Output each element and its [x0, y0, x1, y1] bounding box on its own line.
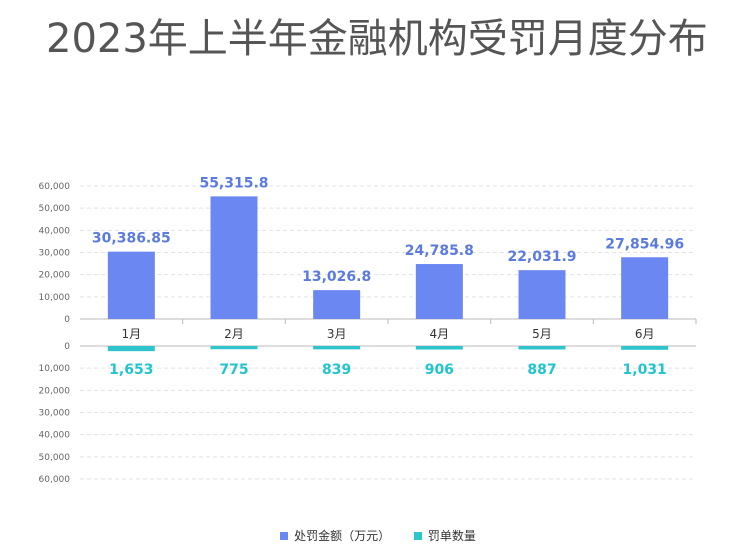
- y-tick-label-lower: 20,000: [39, 386, 71, 396]
- bar-count: [210, 346, 258, 350]
- data-label-count: 887: [527, 362, 556, 378]
- data-label-amount: 55,315.8: [199, 175, 268, 191]
- y-tick-label-upper: 60,000: [39, 182, 71, 192]
- data-label-amount: 22,031.9: [507, 249, 576, 265]
- y-tick-label-upper: 20,000: [39, 271, 71, 281]
- data-label-amount: 24,785.8: [405, 243, 474, 259]
- x-tick-label: 3月: [327, 327, 347, 341]
- data-label-count: 1,031: [623, 362, 667, 378]
- legend: 处罚金额（万元） 罚单数量: [0, 527, 756, 544]
- y-tick-label-upper: 50,000: [39, 204, 71, 214]
- legend-item-count[interactable]: 罚单数量: [413, 527, 476, 544]
- bar-count: [313, 346, 361, 350]
- y-tick-label-upper: 30,000: [39, 249, 71, 259]
- data-label-count: 1,653: [109, 362, 153, 378]
- y-tick-label-lower: 50,000: [39, 453, 71, 463]
- bar-amount: [107, 251, 155, 319]
- bar-count: [107, 346, 155, 352]
- data-label-count: 775: [219, 362, 248, 378]
- y-tick-label-lower: 30,000: [39, 409, 71, 419]
- y-tick-label-lower: 40,000: [39, 431, 71, 441]
- legend-label-amount: 处罚金额（万元）: [294, 529, 391, 543]
- data-label-count: 906: [425, 362, 454, 378]
- bar-amount: [415, 264, 463, 319]
- y-tick-label-upper: 10,000: [39, 293, 71, 303]
- y-tick-label-lower: 10,000: [39, 364, 71, 374]
- data-label-count: 839: [322, 362, 351, 378]
- x-tick-label: 4月: [430, 327, 450, 341]
- legend-swatch-count: [413, 531, 422, 540]
- data-label-amount: 13,026.8: [302, 269, 371, 285]
- bar-count: [621, 346, 669, 350]
- bar-count: [415, 346, 463, 350]
- y-tick-label-upper: 40,000: [39, 226, 71, 236]
- x-tick-label: 6月: [635, 327, 655, 341]
- y-tick-label-upper: 0: [64, 315, 70, 325]
- legend-label-count: 罚单数量: [427, 529, 476, 543]
- y-tick-label-lower: 60,000: [39, 475, 71, 485]
- data-label-amount: 30,386.85: [92, 231, 171, 247]
- data-label-amount: 27,854.96: [605, 236, 684, 252]
- chart-canvas: 0 0 10,000 10,000 20,000 20,000 30,000 30,000 40…: [39, 175, 697, 485]
- legend-item-amount[interactable]: 处罚金额（万元）: [280, 527, 390, 544]
- bar-amount: [518, 270, 566, 319]
- chart-title: 2023年上半年金融机构受罚月度分布: [46, 16, 708, 62]
- y-tick-label-lower: 0: [64, 342, 70, 352]
- bar-amount: [621, 257, 669, 319]
- x-tick-label: 2月: [224, 327, 244, 341]
- x-tick-label: 1月: [122, 327, 142, 341]
- x-tick-label: 5月: [532, 327, 552, 341]
- legend-swatch-amount: [280, 531, 289, 540]
- bar-amount: [313, 290, 361, 319]
- bar-count: [518, 346, 566, 350]
- bar-amount: [210, 196, 258, 319]
